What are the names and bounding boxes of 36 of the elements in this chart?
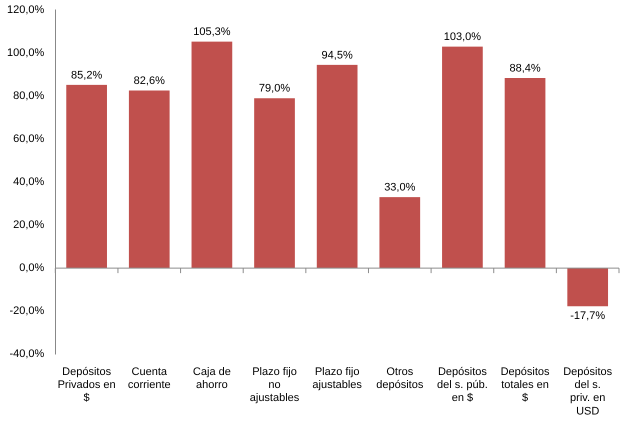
data-label: 105,3% [193,26,231,38]
x-tick-label: Caja de ahorro [192,366,231,392]
data-label: 103,0% [444,31,482,44]
data-label: 79,0% [258,82,290,95]
data-label: 85,2% [71,69,102,82]
x-tick-label: Depósitos del s. púb. en $ [437,366,488,404]
x-tick-label: Depósitos del s. priv. en USD [563,366,613,418]
x-tick-label: Cuenta corriente [128,366,171,392]
x-tick-label: Depósitos totales en $ [500,366,550,404]
bar [66,84,107,268]
y-tick-label: 80,0% [13,90,45,102]
y-tick-label: 60,0% [13,133,45,146]
data-label: 94,5% [322,49,353,62]
bar [379,197,420,268]
bar [567,268,608,306]
y-tick-label: -40,0% [9,348,45,360]
y-tick-label: 40,0% [13,176,45,188]
y-tick-label: 100,0% [6,47,45,60]
x-tick-label: Plazo fijo no ajustables [250,366,300,404]
data-label: -17,7% [570,310,606,322]
data-label: 82,6% [134,74,166,87]
data-label: 88,4% [509,62,541,75]
bar [192,42,232,268]
bar [504,78,546,268]
y-tick-label: 120,0% [6,4,45,16]
x-tick-label: Depósitos Privados en $ [58,366,116,404]
bar [254,98,295,268]
y-tick-label: -20,0% [9,305,45,318]
y-tick-label: 20,0% [13,219,45,232]
bar [442,46,483,268]
data-label: 33,0% [384,182,416,194]
bar [128,90,170,268]
y-tick-label: 0,0% [19,262,45,274]
x-tick-label: Plazo fijo ajustables [312,366,362,392]
bar [316,64,358,268]
x-tick-label: Otros depósitos [376,366,424,392]
